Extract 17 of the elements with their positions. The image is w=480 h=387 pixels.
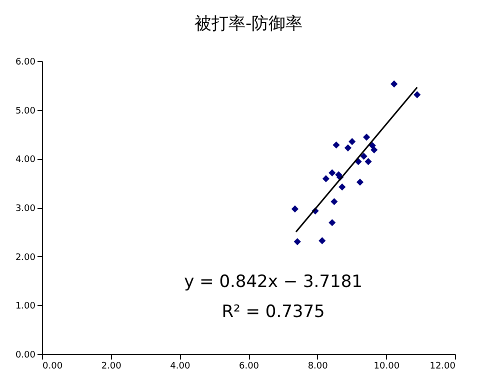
y-tick-label: 6.00	[15, 58, 36, 68]
y-tick-label: 0.00	[15, 350, 36, 360]
y-tick-label: 3.00	[15, 204, 36, 214]
y-tick-label: 2.00	[15, 252, 36, 263]
x-tick-label: 0.00	[42, 362, 63, 372]
x-tick-label: 12.00	[430, 362, 456, 372]
annotation: y = 0.842x − 3.7181	[184, 272, 362, 292]
x-tick-label: 10.00	[374, 362, 400, 372]
y-tick-label: 1.00	[15, 302, 36, 312]
y-tick-label: 5.00	[15, 106, 36, 116]
x-tick-label: 8.00	[308, 362, 328, 372]
chart-title: 被打率-防御率	[194, 14, 303, 34]
x-tick-label: 6.00	[238, 362, 260, 372]
x-tick-label: 4.00	[170, 362, 190, 372]
x-tick-label: 2.00	[101, 362, 122, 372]
y-tick-label: 4.00	[15, 155, 36, 166]
annotation: R² = 0.7375	[222, 302, 325, 322]
